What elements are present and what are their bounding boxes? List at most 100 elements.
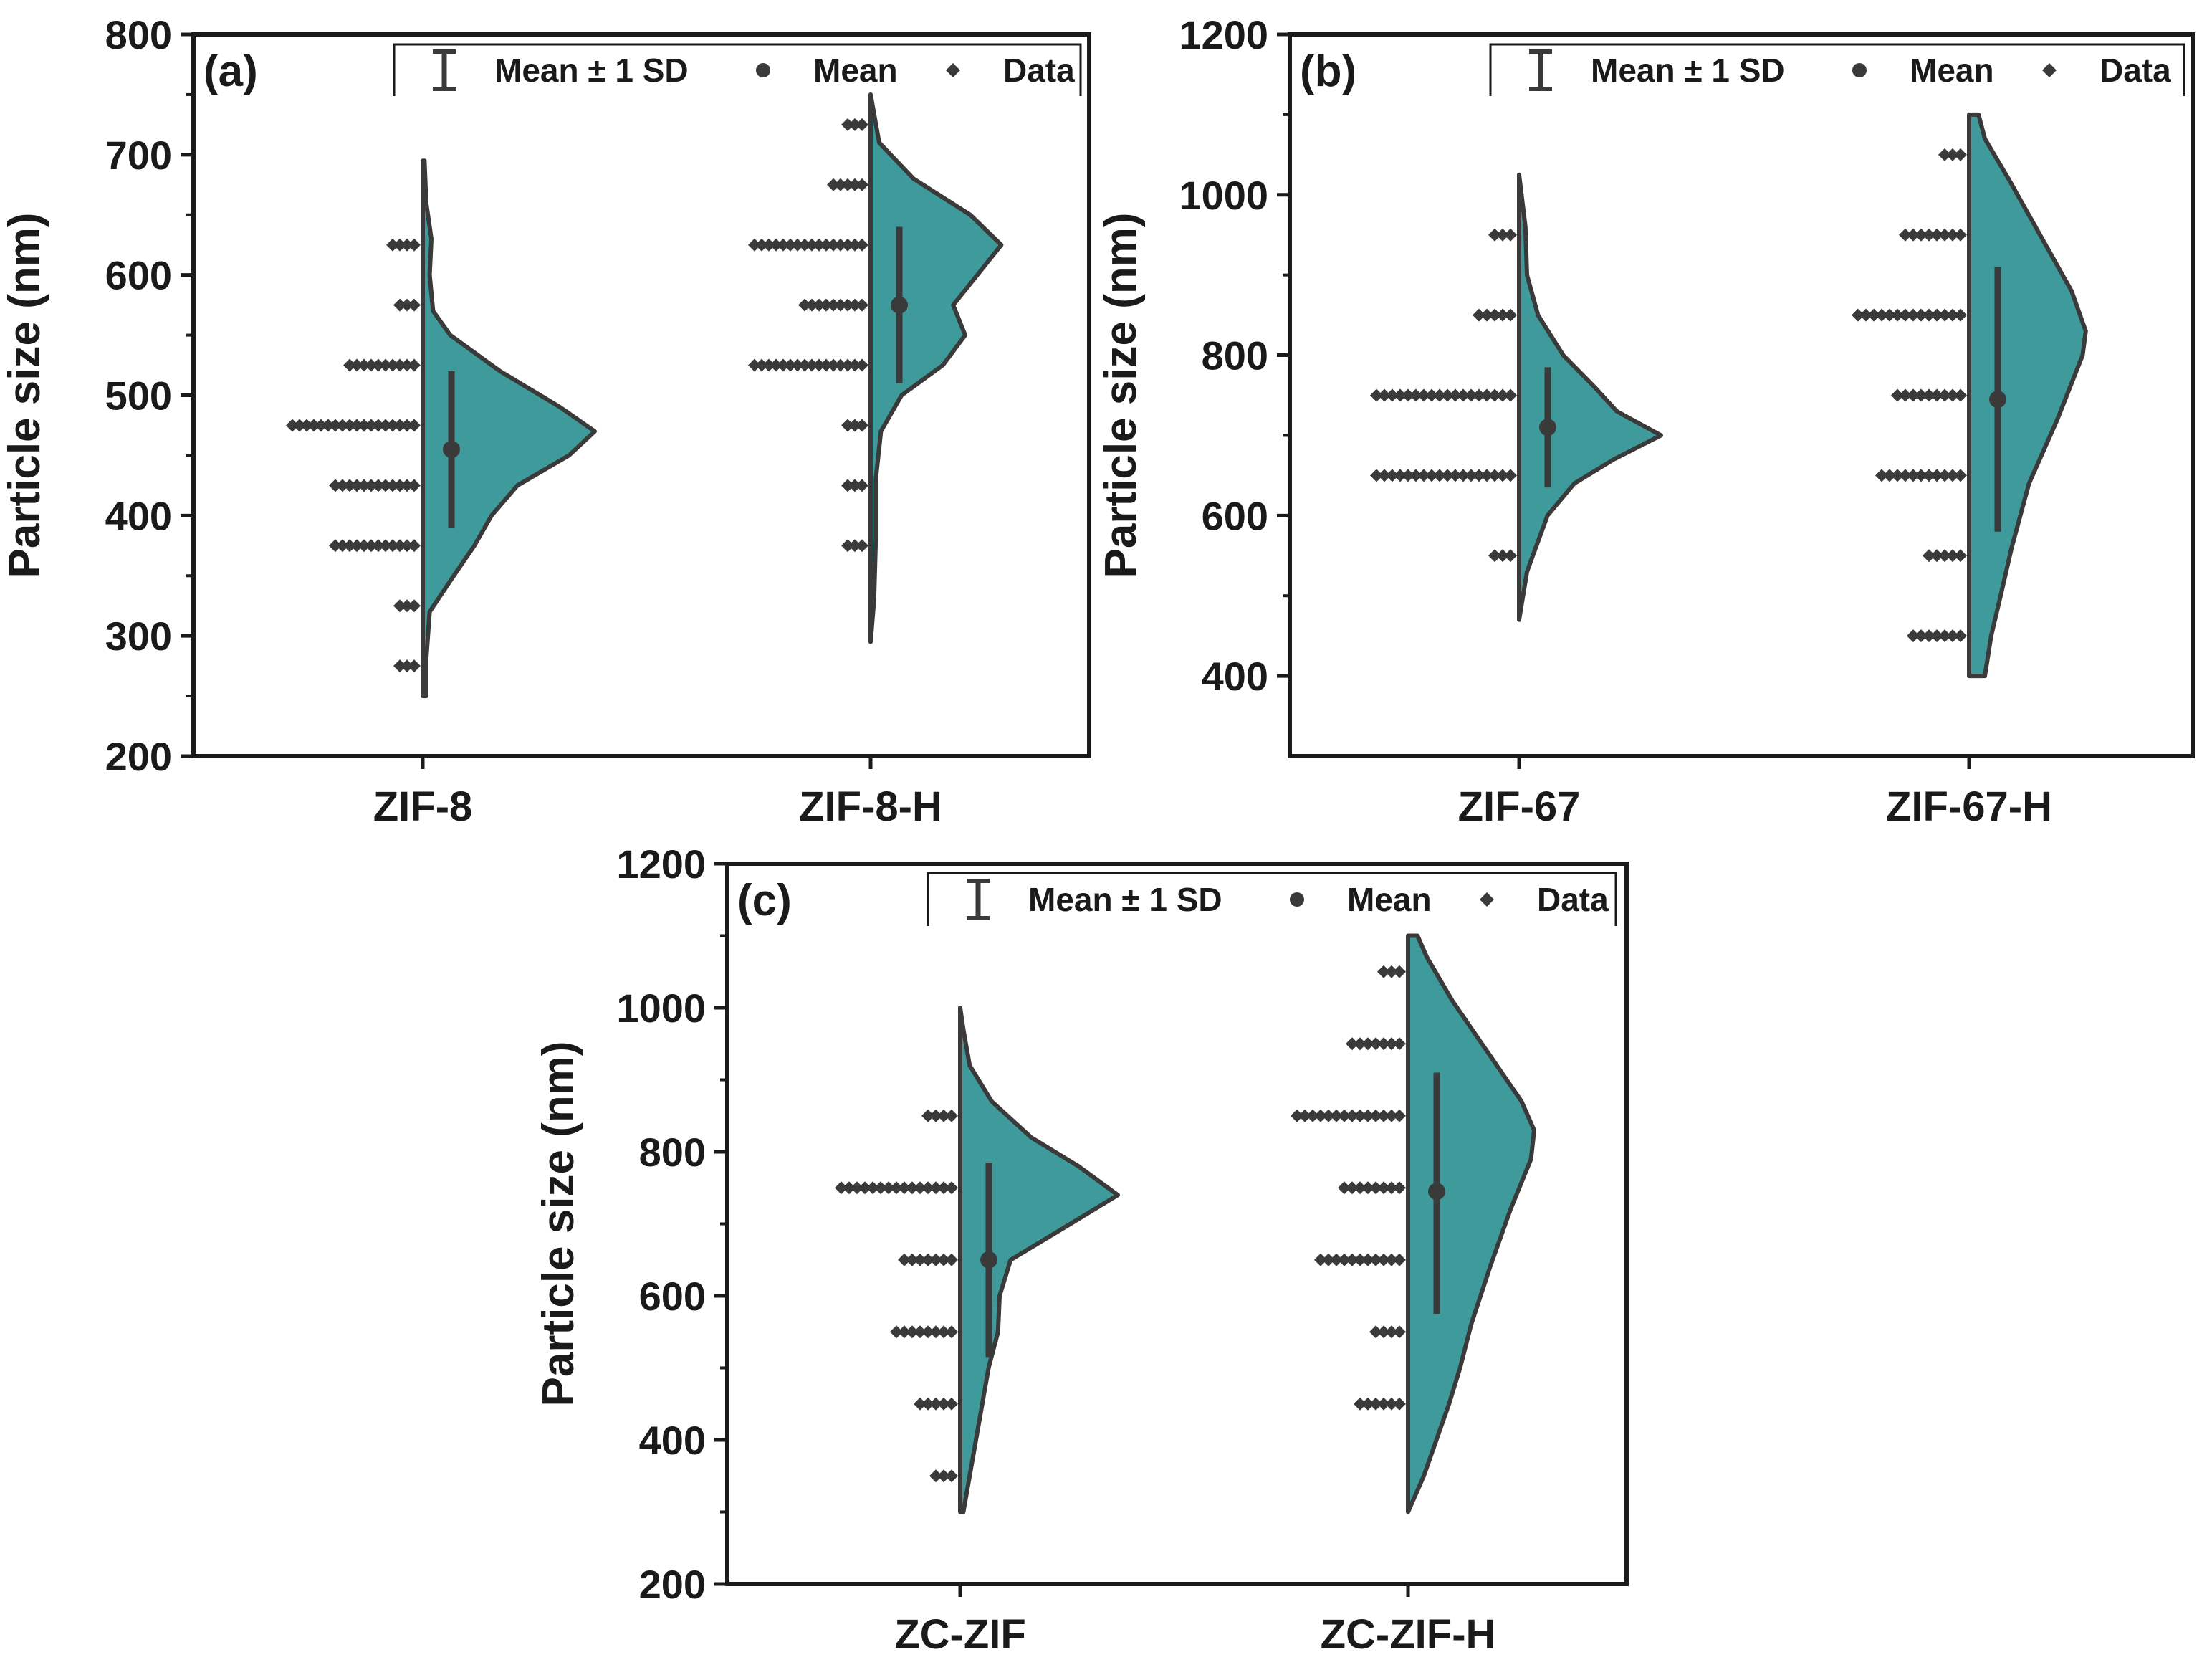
data-point: [841, 238, 854, 252]
y-axis-title: Particle size (nm): [0, 213, 49, 578]
data-point: [805, 358, 818, 372]
data-point: [1907, 388, 1920, 402]
data-point: [1385, 1109, 1398, 1122]
data-point: [1394, 469, 1407, 482]
panel-a: 200 300 400 500 600 700 800 Particle size (nm) (…: [0, 12, 1091, 830]
data-point: [1891, 388, 1904, 402]
data-point: [1480, 388, 1493, 402]
data-point: [1346, 1037, 1359, 1051]
data-point: [1369, 1037, 1382, 1051]
data-point: [1480, 469, 1493, 482]
data-point: [1370, 469, 1383, 482]
data-point: [1954, 469, 1967, 482]
data-point: [937, 1109, 950, 1122]
data-point: [1923, 388, 1935, 402]
data-point: [372, 419, 385, 432]
data-point: [841, 479, 854, 492]
data-point: [945, 1253, 958, 1266]
data-point: [1907, 308, 1920, 322]
data-point: [841, 419, 854, 432]
data-point: [834, 178, 847, 191]
legend-data-icon: [1480, 892, 1494, 907]
data-point: [937, 1469, 950, 1483]
data-point: [393, 419, 406, 432]
violin-shape: [1517, 172, 1663, 622]
mean-point: [1539, 419, 1556, 436]
data-point: [408, 419, 421, 432]
data-point: [791, 358, 804, 372]
data-point: [401, 298, 413, 312]
data-point: [798, 238, 811, 252]
data-point: [841, 298, 854, 312]
data-point: [1946, 148, 1959, 161]
data-point: [1488, 549, 1501, 563]
data-point: [1915, 308, 1928, 322]
data-point: [1930, 308, 1943, 322]
data-point: [914, 1397, 927, 1411]
data-point: [945, 1325, 958, 1339]
data-point: [350, 358, 363, 372]
data-point: [1923, 469, 1935, 482]
data-point: [929, 1397, 942, 1411]
data-point: [874, 1181, 887, 1195]
data-point: [1338, 1181, 1351, 1195]
violin-shape: [421, 158, 597, 699]
data-point: [1377, 1181, 1390, 1195]
data-point: [307, 419, 320, 432]
data-point: [820, 238, 833, 252]
data-point: [1954, 388, 1967, 402]
data-point: [1496, 469, 1509, 482]
data-point: [408, 659, 421, 673]
data-point: [386, 358, 399, 372]
data-point: [1361, 1037, 1374, 1051]
data-point: [372, 539, 385, 553]
data-point: [1354, 1181, 1366, 1195]
data-point: [748, 358, 761, 372]
data-point: [777, 238, 790, 252]
data-point: [1393, 965, 1406, 978]
data-point: [1938, 469, 1951, 482]
violin-shape: [1406, 933, 1536, 1514]
data-point: [365, 358, 378, 372]
data-point: [1369, 1109, 1382, 1122]
data-point: [1378, 469, 1391, 482]
data-point: [1433, 469, 1446, 482]
data-point: [906, 1253, 919, 1266]
data-point: [1930, 469, 1943, 482]
data-point: [921, 1325, 934, 1339]
data-point: [1346, 1253, 1359, 1266]
data-point: [1433, 388, 1446, 402]
data-point: [1907, 228, 1920, 242]
data-point: [1923, 549, 1935, 563]
data-point: [848, 419, 861, 432]
data-point: [329, 539, 342, 553]
data-point: [856, 118, 868, 131]
data-point: [770, 358, 782, 372]
data-point: [777, 358, 790, 372]
data-point: [1946, 388, 1959, 402]
data-point: [1369, 1253, 1382, 1266]
data-point: [1393, 1325, 1406, 1339]
data-point: [1504, 388, 1517, 402]
data-point: [856, 479, 868, 492]
data-point: [350, 479, 363, 492]
data-point: [393, 238, 406, 252]
legend-mean-icon: [1852, 63, 1867, 77]
data-point: [1899, 308, 1912, 322]
y-tick-label: 400: [105, 493, 172, 538]
legend-sd-label: Mean ± 1 SD: [494, 52, 689, 89]
data-point: [393, 358, 406, 372]
legend-box: [393, 43, 1082, 96]
data-point: [1409, 469, 1422, 482]
data-point: [365, 479, 378, 492]
data-point: [408, 539, 421, 553]
data-point: [813, 358, 825, 372]
data-point: [1496, 549, 1509, 563]
data-point: [914, 1325, 927, 1339]
data-point: [1954, 148, 1967, 161]
data-point: [372, 358, 385, 372]
y-tick-label: 600: [105, 253, 172, 298]
data-point: [393, 539, 406, 553]
data-point: [762, 358, 775, 372]
mean-point: [1989, 391, 2006, 409]
